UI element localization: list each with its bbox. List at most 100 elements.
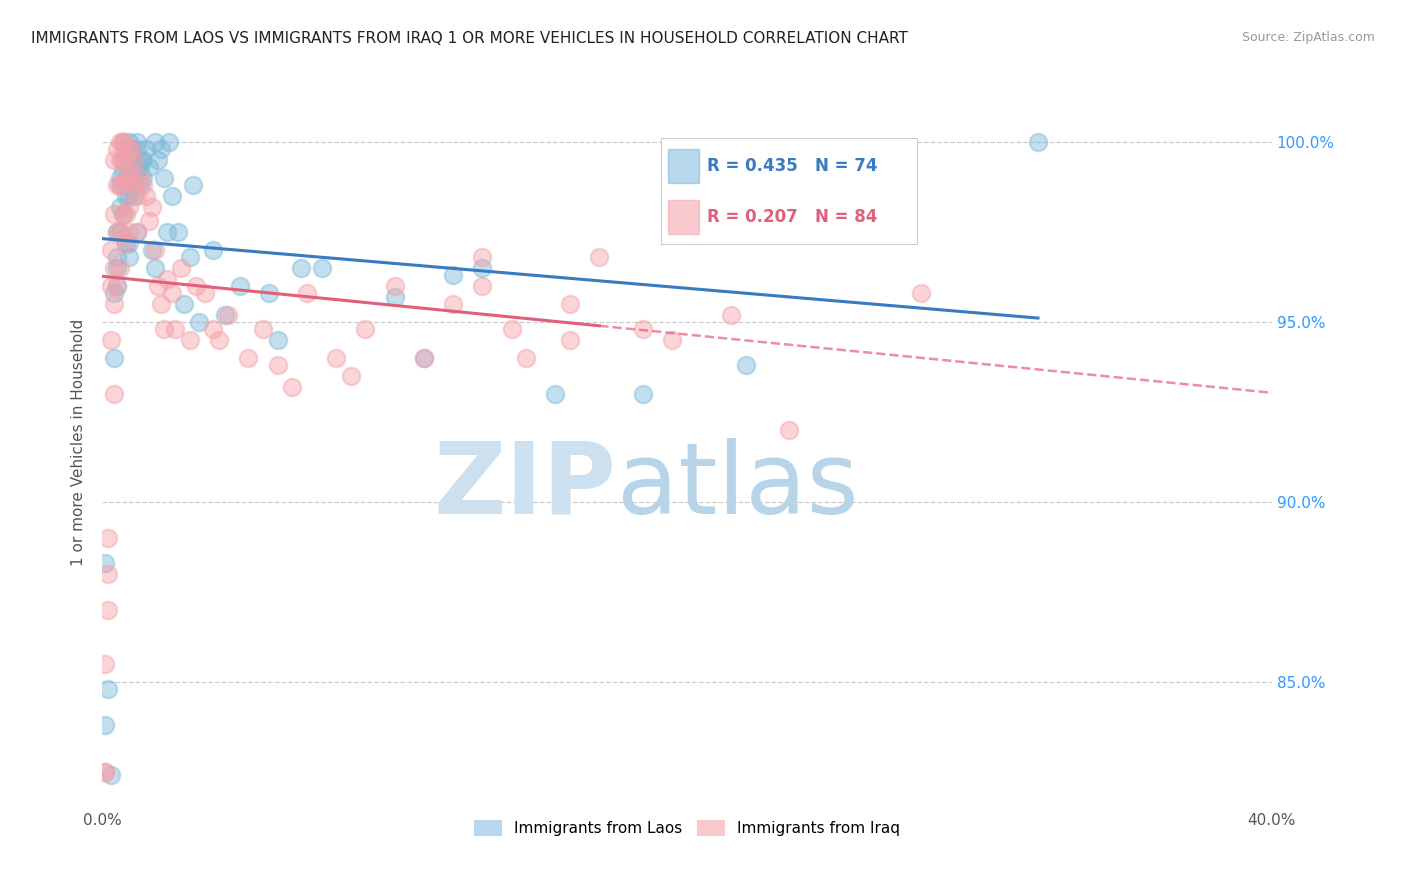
Point (173, 297, 195, 311)
Point (778, 423, 800, 437)
Point (159, 135, 181, 149)
Point (105, 142, 128, 156)
Point (100, 243, 122, 257)
Point (120, 142, 142, 156)
Point (114, 142, 136, 156)
Point (108, 178, 131, 193)
Point (165, 322, 187, 336)
Point (124, 153, 146, 168)
Point (114, 171, 136, 186)
Point (94, 556, 117, 570)
Point (202, 243, 225, 257)
Point (146, 279, 169, 293)
Point (114, 207, 136, 221)
Point (129, 178, 152, 193)
Point (103, 351, 125, 365)
Point (295, 286, 318, 301)
Point (114, 171, 136, 186)
Point (441, 297, 464, 311)
Point (108, 153, 131, 168)
Point (94, 718, 117, 732)
Point (94, 657, 117, 671)
Point (108, 225, 131, 239)
Point (117, 250, 139, 264)
Point (127, 225, 149, 239)
Point (558, 333, 581, 347)
Point (501, 322, 523, 336)
Point (179, 333, 201, 347)
Point (181, 178, 204, 193)
Point (910, 286, 932, 301)
Text: R = 0.435   N = 74: R = 0.435 N = 74 (707, 157, 877, 175)
Point (138, 161, 160, 175)
Point (105, 178, 128, 193)
Point (661, 333, 683, 347)
Point (339, 369, 361, 384)
Point (135, 189, 157, 203)
Point (720, 308, 742, 322)
Point (117, 171, 139, 186)
Point (141, 200, 163, 214)
Point (149, 297, 172, 311)
Point (100, 279, 122, 293)
Point (228, 279, 250, 293)
Bar (668, 149, 699, 183)
Point (117, 189, 139, 203)
Point (94, 764, 117, 779)
Point (114, 235, 136, 250)
Point (120, 142, 142, 156)
Point (325, 351, 347, 365)
Text: R = 0.207   N = 84: R = 0.207 N = 84 (707, 208, 877, 226)
Point (471, 250, 494, 264)
Point (238, 351, 260, 365)
Point (631, 387, 654, 401)
Point (281, 380, 304, 394)
Text: atlas: atlas (617, 438, 859, 535)
Point (108, 171, 131, 186)
Point (354, 322, 377, 336)
Point (138, 214, 160, 228)
Point (97, 531, 120, 545)
Point (117, 135, 139, 149)
Point (588, 250, 610, 264)
Point (155, 272, 177, 286)
Point (214, 308, 236, 322)
Point (103, 153, 125, 168)
Point (100, 333, 122, 347)
Point (515, 351, 537, 365)
Point (311, 261, 333, 276)
Point (558, 297, 581, 311)
Point (124, 178, 146, 193)
Point (202, 322, 225, 336)
Point (155, 225, 177, 239)
Point (1026, 135, 1049, 149)
Point (117, 235, 139, 250)
Point (114, 153, 136, 168)
Point (111, 207, 134, 221)
Point (471, 279, 494, 293)
Point (167, 225, 190, 239)
Point (120, 142, 142, 156)
Point (120, 164, 142, 178)
Point (149, 142, 172, 156)
Point (127, 189, 149, 203)
Point (162, 189, 184, 203)
Point (97, 681, 120, 696)
Point (412, 351, 434, 365)
Point (97, 603, 120, 617)
Point (105, 225, 128, 239)
Y-axis label: 1 or more Vehicles in Household: 1 or more Vehicles in Household (72, 319, 86, 566)
Point (146, 153, 169, 168)
Point (124, 171, 146, 186)
Point (132, 153, 155, 168)
Point (111, 164, 134, 178)
Point (441, 268, 464, 283)
Point (103, 261, 125, 276)
Text: Source: ZipAtlas.com: Source: ZipAtlas.com (1241, 31, 1375, 45)
Point (143, 135, 166, 149)
Point (105, 279, 128, 293)
Text: IMMIGRANTS FROM LAOS VS IMMIGRANTS FROM IRAQ 1 OR MORE VEHICLES IN HOUSEHOLD COR: IMMIGRANTS FROM LAOS VS IMMIGRANTS FROM … (31, 31, 908, 46)
Point (94, 764, 117, 779)
Point (103, 207, 125, 221)
Point (266, 358, 288, 372)
